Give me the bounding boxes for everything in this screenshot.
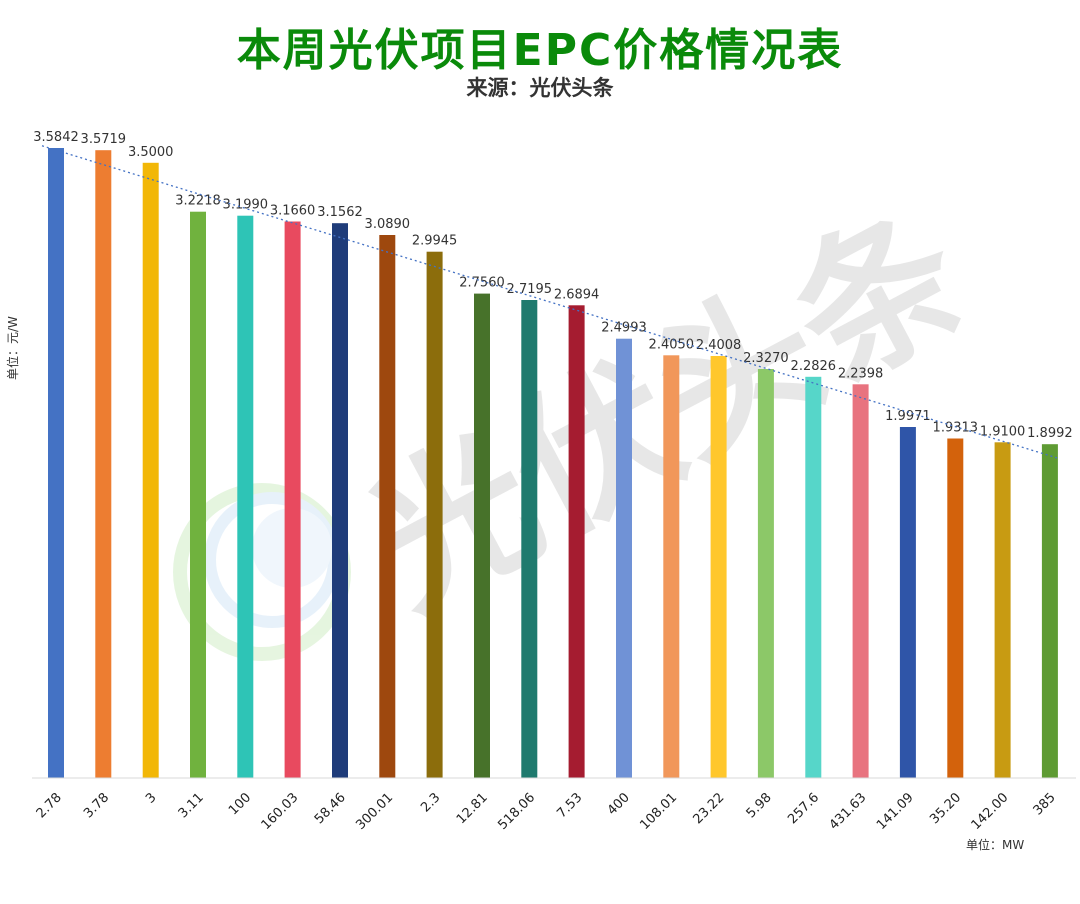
bar-12 (568, 305, 585, 778)
x-tick-label-19: 141.09 (874, 790, 917, 833)
data-label-22: 1.8992 (1027, 426, 1073, 441)
watermark-logo (173, 483, 351, 661)
x-tick-label-2: 3.78 (81, 790, 112, 821)
x-tick-labels: 2.78 3.78 3 3.11 100 160.03 58.46 300.01 2.3 12.8… (34, 790, 1059, 833)
x-tick-label-14: 108.01 (637, 790, 680, 833)
bar-16 (757, 369, 774, 778)
bar-3 (142, 162, 159, 779)
data-label-14: 2.4050 (649, 337, 695, 352)
bar-17 (805, 376, 822, 778)
data-label-19: 1.9971 (885, 409, 931, 424)
data-label-21: 1.9100 (980, 424, 1026, 439)
data-label-16: 2.3270 (743, 351, 789, 366)
bar-6 (284, 221, 301, 778)
x-tick-label-13: 400 (605, 790, 633, 818)
bar-4 (190, 211, 206, 778)
x-tick-label-6: 160.03 (259, 790, 302, 833)
x-tick-label-21: 142.00 (969, 790, 1012, 833)
bar-22 (1041, 444, 1058, 778)
bar-20 (947, 438, 964, 778)
x-axis-unit-label: 单位：MW (966, 838, 1025, 852)
bar-9 (426, 251, 443, 778)
x-tick-label-12: 7.53 (554, 790, 585, 821)
x-tick-label-8: 300.01 (353, 790, 396, 833)
x-tick-label-7: 58.46 (312, 790, 349, 827)
bar-21 (994, 442, 1011, 778)
data-label-13: 2.4993 (601, 321, 647, 336)
data-label-9: 2.9945 (412, 234, 458, 249)
bar-19 (899, 427, 916, 778)
data-label-10: 2.7560 (459, 276, 505, 291)
x-tick-label-5: 100 (226, 790, 254, 818)
data-label-18: 2.2398 (838, 366, 884, 381)
data-label-1: 3.5842 (33, 130, 79, 145)
x-tick-label-20: 35.20 (927, 790, 964, 827)
data-label-2: 3.5719 (81, 132, 127, 147)
x-tick-label-18: 431.63 (827, 790, 870, 833)
x-tick-label-15: 23.22 (691, 790, 728, 827)
bar-10 (474, 293, 490, 778)
bar-1 (48, 148, 64, 778)
x-tick-label-10: 12.81 (454, 790, 491, 827)
bar-18 (852, 384, 869, 778)
bar-2 (95, 150, 112, 778)
bar-14 (663, 355, 680, 778)
data-label-8: 3.0890 (365, 217, 411, 232)
data-label-20: 1.9313 (933, 421, 979, 436)
data-label-12: 2.6894 (554, 287, 600, 302)
x-tick-label-3: 3 (143, 790, 159, 806)
x-tick-label-1: 2.78 (34, 790, 65, 821)
bar-8 (379, 235, 396, 778)
bars-group (48, 148, 1058, 779)
x-tick-label-4: 3.11 (176, 790, 207, 821)
x-tick-label-16: 5.98 (744, 790, 775, 821)
x-tick-label-17: 257.6 (785, 790, 822, 827)
bar-7 (332, 223, 348, 778)
x-tick-label-9: 2.3 (418, 790, 443, 815)
bar-13 (616, 338, 632, 778)
data-label-3: 3.5000 (128, 145, 174, 160)
data-label-7: 3.1562 (317, 205, 363, 220)
bar-15 (710, 356, 727, 778)
data-label-4: 3.2218 (175, 194, 221, 209)
bar-11 (521, 300, 538, 778)
x-tick-label-11: 518.06 (495, 790, 538, 833)
bar-5 (237, 215, 254, 778)
data-label-17: 2.2826 (791, 359, 837, 374)
chart-title: 本周光伏项目EPC价格情况表 (236, 25, 844, 76)
data-label-15: 2.4008 (696, 338, 742, 353)
x-tick-label-22: 385 (1031, 790, 1059, 818)
data-label-6: 3.1660 (270, 204, 316, 219)
data-label-5: 3.1990 (223, 198, 269, 213)
chart-subtitle: 来源：光伏头条 (466, 76, 614, 100)
data-label-11: 2.7195 (507, 282, 553, 297)
